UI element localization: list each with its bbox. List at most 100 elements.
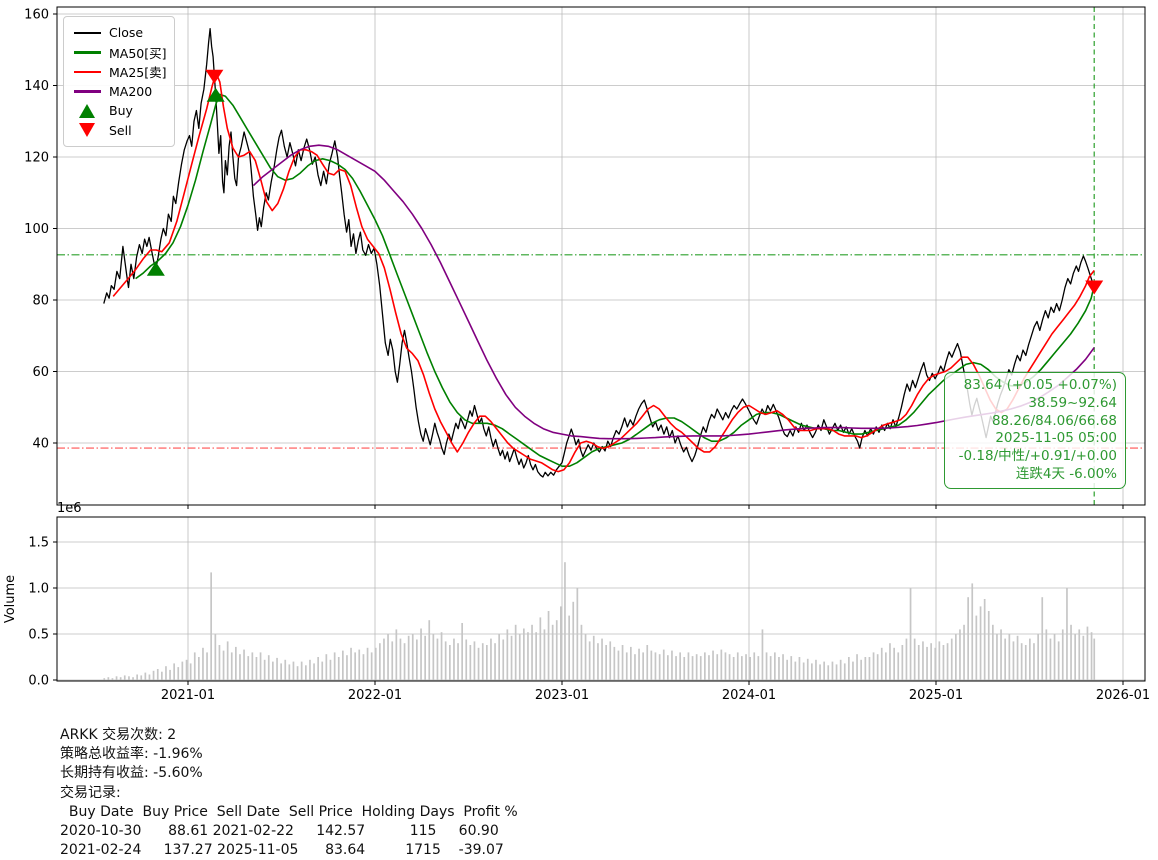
volume-bar [391,641,394,680]
volume-bar [588,641,591,680]
volume-bar [671,650,673,680]
volume-bar [827,665,830,680]
volume-bar [1029,638,1031,680]
volume-bar [704,652,706,680]
volume-bar [1070,624,1072,680]
price-annotation-box: 83.64 (+0.05 +0.07%) 38.59~92.64 88.26/84.… [944,372,1126,489]
volume-bar [794,661,797,680]
volume-bar [432,634,435,680]
summary-line: 2020-10-30 88.61 2021-02-22 142.57 115 6… [60,823,499,840]
volume-bar [210,572,212,680]
volume-bar [486,645,488,680]
volume-bar [535,632,537,680]
volume-bar [860,659,862,680]
price-tick-label: 140 [24,79,49,94]
volume-bar [115,676,118,680]
volume-bar [481,643,484,680]
volume-bar [745,654,747,680]
volume-bar [798,657,801,680]
price-tick-label: 60 [32,365,49,380]
legend-line-swatch [72,31,102,34]
volume-bar [699,656,702,680]
volume-bar [366,647,369,680]
volume-bar [1004,638,1006,680]
volume-bar [247,656,250,680]
volume-bar [609,641,612,680]
volume-bar [901,645,904,680]
legend-item: Close [72,23,166,43]
legend-line-swatch [72,70,102,73]
volume-bar [926,646,928,680]
volume-bar [605,645,607,680]
volume-bar [736,652,739,680]
summary-line: ARKK 交易次数: 2 [60,727,177,743]
volume-bar [325,654,328,680]
volume-bar [786,659,788,680]
volume-bar [317,657,319,680]
volume-bar [230,652,233,680]
legend-item: Sell [72,121,166,141]
volume-bar [992,624,994,680]
volume-bar [938,641,941,680]
volume-bar [1016,635,1019,680]
volume-bar [226,641,229,680]
volume-bar [103,678,106,680]
volume-bar [642,652,644,680]
volume-bar [876,654,879,680]
volume-panel [103,562,1096,680]
volume-bar [852,661,854,680]
volume-bar [942,645,945,680]
volume-bar [634,654,636,680]
volume-bar [436,638,439,680]
volume-bar [806,658,809,680]
volume-bar [564,562,566,680]
legend-item-label: MA25[卖] [109,65,167,81]
volume-bar [362,654,365,680]
summary-line: 策略总收益率: -1.96% [60,746,203,763]
volume-bar [839,659,842,680]
volume-bar [835,664,838,680]
volume-bar [769,656,772,680]
legend-item: Buy [72,101,166,121]
legend-item-label: Close [109,25,144,41]
volume-bar [284,659,287,680]
volume-bar [708,655,710,680]
legend-line-swatch [72,90,102,93]
volume-bar [1090,632,1093,680]
volume-bar [975,615,978,680]
volume-bar [128,676,130,680]
trade-summary: ARKK 交易次数: 2 策略总收益率: -1.96% 长期持有收益: -5.60%… [60,726,518,860]
volume-bar [350,647,352,680]
volume-bar [461,623,463,680]
volume-bar [518,634,521,680]
buy-triangle-icon [72,103,102,118]
legend-line-swatch [72,51,102,54]
volume-bar [621,645,624,680]
volume-bar [527,632,529,680]
volume-bar [403,643,406,680]
volume-bar [650,650,653,680]
volume-bar [1033,643,1035,680]
volume-bar [662,649,665,680]
volume-bar [469,645,472,680]
summary-line: 2021-02-24 137.27 2025-11-05 83.64 1715 … [60,842,504,859]
volume-bar [815,659,817,680]
volume-bar [292,661,295,680]
volume-bar [555,620,558,680]
volume-bar [379,643,381,680]
x-tick-label: 2025-01 [909,688,963,703]
price-tick-label: 160 [24,8,49,23]
volume-bar [144,672,147,680]
volume-bar [222,650,225,680]
volume-bar [123,675,126,680]
volume-bar [946,643,949,680]
volume-bar [165,666,167,680]
volume-bar [761,629,764,680]
volume-bar [720,649,723,680]
ma25-line [112,72,1095,473]
volume-bar [181,661,184,680]
volume-bar [646,645,649,680]
annotation-line: 88.26/84.06/66.68 [991,412,1117,429]
volume-bar [189,663,192,680]
